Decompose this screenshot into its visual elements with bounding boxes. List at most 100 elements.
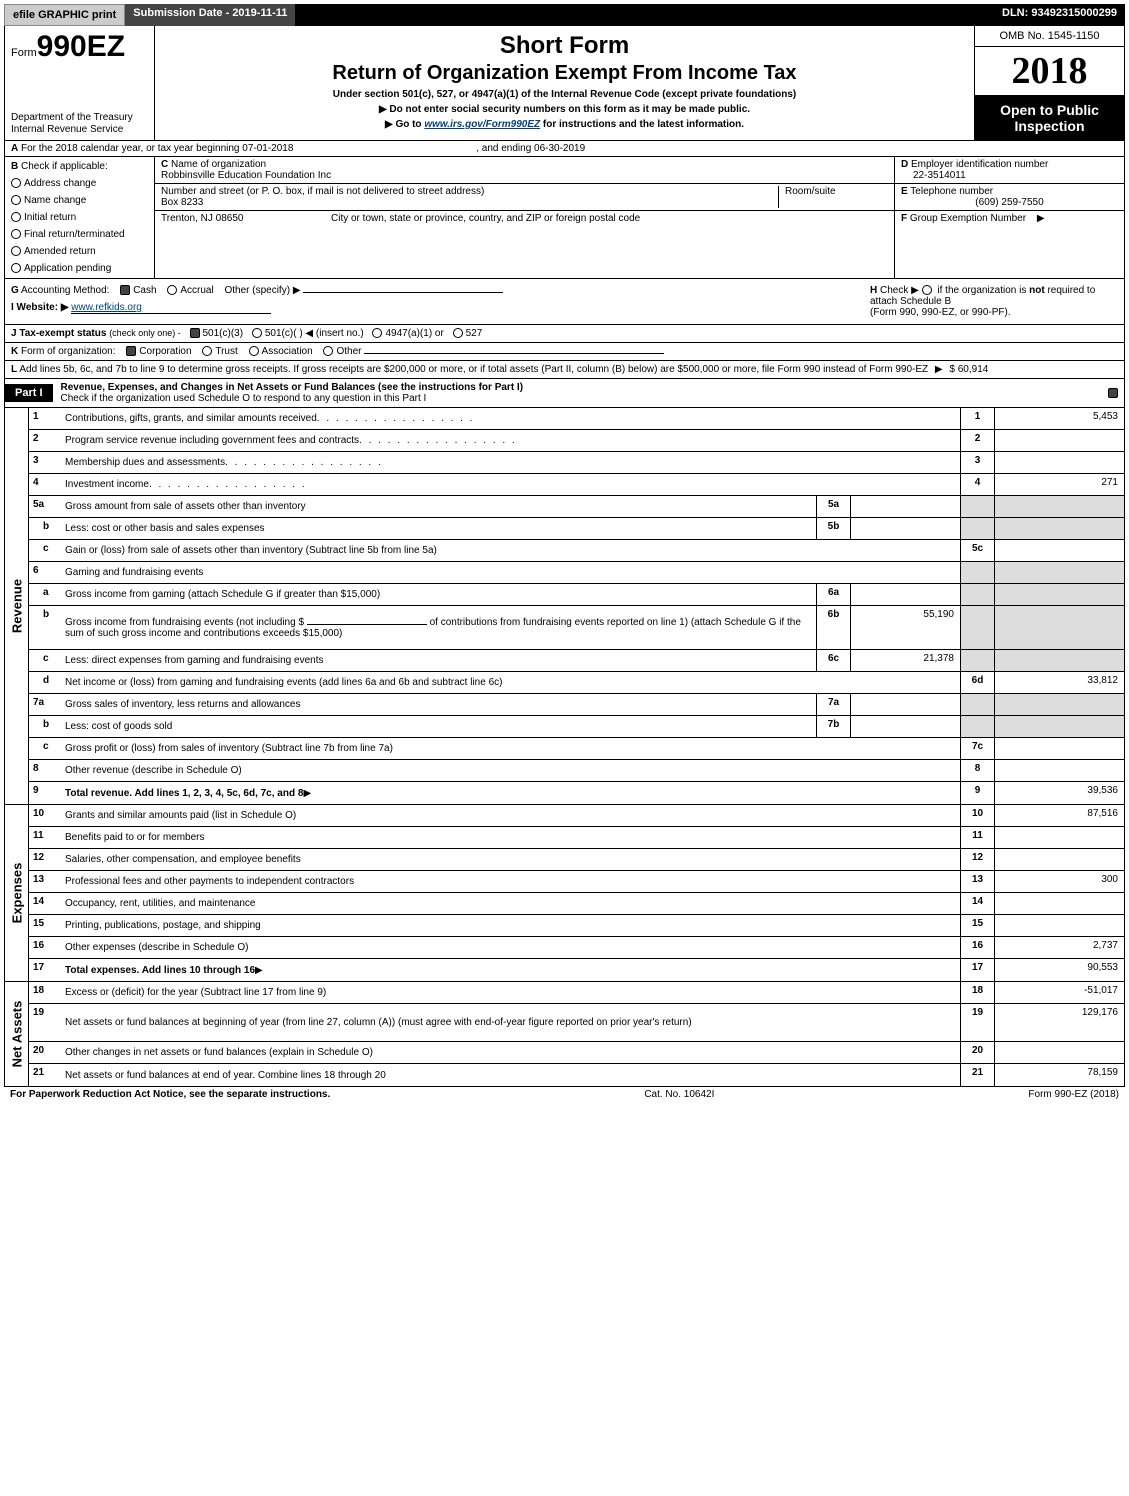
line-val: 129,176 [994,1004,1124,1041]
line-18: 18 Excess or (deficit) for the year (Sub… [29,982,1124,1004]
line-num: 17 [29,959,63,981]
line-num: 2 [29,430,63,451]
line-desc: Other changes in net assets or fund bala… [63,1042,960,1063]
tax-year: 2018 [975,47,1124,96]
line-6c: c Less: direct expenses from gaming and … [29,650,1124,672]
line-val [994,540,1124,561]
h-text2d: (Form 990, 990-EZ, or 990-PF). [870,307,1011,318]
line-desc: Grants and similar amounts paid (list in… [63,805,960,826]
chk-initial-return[interactable]: Initial return [11,212,148,223]
row-h: H Check ▶ if the organization is not req… [864,279,1124,324]
chk-association[interactable]: Association [249,346,313,357]
g-other-input[interactable] [303,292,503,293]
line-num: a [29,584,63,605]
label-b: B [11,161,18,172]
dln-label: DLN: 93492315000299 [994,4,1125,26]
l6b-pre: Gross income from fundraising events (no… [65,617,307,628]
label-g: G [11,285,19,296]
chk-application-pending[interactable]: Application pending [11,263,148,274]
line-rnum: 4 [960,474,994,495]
chk-k-other[interactable]: Other [323,346,361,357]
form-no-value: 990EZ [37,30,125,63]
line-num: 11 [29,827,63,848]
line-7c: c Gross profit or (loss) from sales of i… [29,738,1124,760]
chk-trust[interactable]: Trust [202,346,237,357]
line-rnum: 18 [960,982,994,1003]
line-desc: Gross amount from sale of assets other t… [63,496,816,517]
header-sub3: ▶ Go to www.irs.gov/Form990EZ for instru… [165,119,964,130]
chk-other[interactable]: Other (specify) ▶ [224,285,300,296]
row-j: J Tax-exempt status (check only one) - 5… [4,325,1125,343]
footer-right: Form 990-EZ (2018) [1028,1089,1119,1100]
line-val: 33,812 [994,672,1124,693]
org-name: Robbinsville Education Foundation Inc [161,170,331,181]
part1-check[interactable] [1104,387,1124,399]
label-e: E [901,186,908,197]
sub3-post: for instructions and the latest informat… [540,119,744,130]
line-val [994,915,1124,936]
line-val [994,760,1124,781]
website-link[interactable]: www.refkids.org [71,302,271,314]
chk-cash[interactable]: Cash [120,285,156,296]
line-desc: Gross profit or (loss) from sales of inv… [63,738,960,759]
c-name-lbl: Name of organization [171,159,266,170]
irs-link[interactable]: www.irs.gov/Form990EZ [424,119,540,130]
mid-num: 6a [816,584,850,605]
chk-name-change[interactable]: Name change [11,195,148,206]
label-h: H [870,285,877,296]
chk-4947[interactable]: 4947(a)(1) or [372,328,443,339]
line-desc: Less: direct expenses from gaming and fu… [63,650,816,671]
chk-address-change[interactable]: Address change [11,178,148,189]
chk-accrual[interactable]: Accrual [167,285,213,296]
h-text1: Check ▶ [880,285,919,296]
line-num: d [29,672,63,693]
l17-desc: Total expenses. Add lines 10 through 16 [65,965,255,976]
line-rnum: 9 [960,782,994,804]
line-val [994,606,1124,649]
mid-num: 7a [816,694,850,715]
k-other-input[interactable] [364,353,664,354]
chk-final-return[interactable]: Final return/terminated [11,229,148,240]
chk-label: Corporation [139,346,191,357]
l-text: Add lines 5b, 6c, and 7b to line 9 to de… [19,364,928,375]
line-desc: Net assets or fund balances at end of ye… [63,1064,960,1086]
netassets-table: Net Assets 18 Excess or (deficit) for th… [4,982,1125,1087]
line-desc: Excess or (deficit) for the year (Subtra… [63,982,960,1003]
label-l: L [11,364,17,375]
d-text: Employer identification number [911,159,1048,170]
row-a-text2: , and ending 06-30-2019 [476,143,585,154]
page-footer: For Paperwork Reduction Act Notice, see … [4,1087,1125,1102]
chk-amended-return[interactable]: Amended return [11,246,148,257]
line-num: 12 [29,849,63,870]
l6b-blank[interactable] [307,624,427,625]
g-text: Accounting Method: [21,285,109,296]
efile-print-button[interactable]: efile GRAPHIC print [4,4,125,26]
k-text: Form of organization: [21,346,116,357]
line-6: 6 Gaming and fundraising events [29,562,1124,584]
chk-h[interactable] [922,285,932,295]
line-rnum [960,694,994,715]
chk-corporation[interactable]: Corporation [126,346,191,357]
open-line2: Inspection [977,118,1122,134]
line-desc: Gross income from fundraising events (no… [63,606,816,649]
part1-title: Revenue, Expenses, and Changes in Net As… [53,379,1104,407]
mid-val [850,584,960,605]
line-rnum [960,496,994,517]
chk-501c3[interactable]: 501(c)(3) [190,328,244,339]
submission-date: Submission Date - 2019-11-11 [125,4,295,26]
c-addr-lbl: Number and street (or P. O. box, if mail… [161,186,778,197]
part1-subtitle: Check if the organization used Schedule … [61,393,427,404]
line-val [994,738,1124,759]
form-number: Form990EZ [11,30,148,64]
expenses-table: Expenses 10 Grants and similar amounts p… [4,805,1125,982]
line-val [994,893,1124,914]
line-4: 4 Investment income 4 271 [29,474,1124,496]
label-k: K [11,346,18,357]
f-text: Group Exemption Number [910,213,1026,224]
chk-527[interactable]: 527 [453,328,483,339]
line-num: 6 [29,562,63,583]
return-title: Return of Organization Exempt From Incom… [165,62,964,85]
chk-501c[interactable]: 501(c)( ) ◀ (insert no.) [252,328,364,339]
line-rnum [960,562,994,583]
line-rnum: 16 [960,937,994,958]
